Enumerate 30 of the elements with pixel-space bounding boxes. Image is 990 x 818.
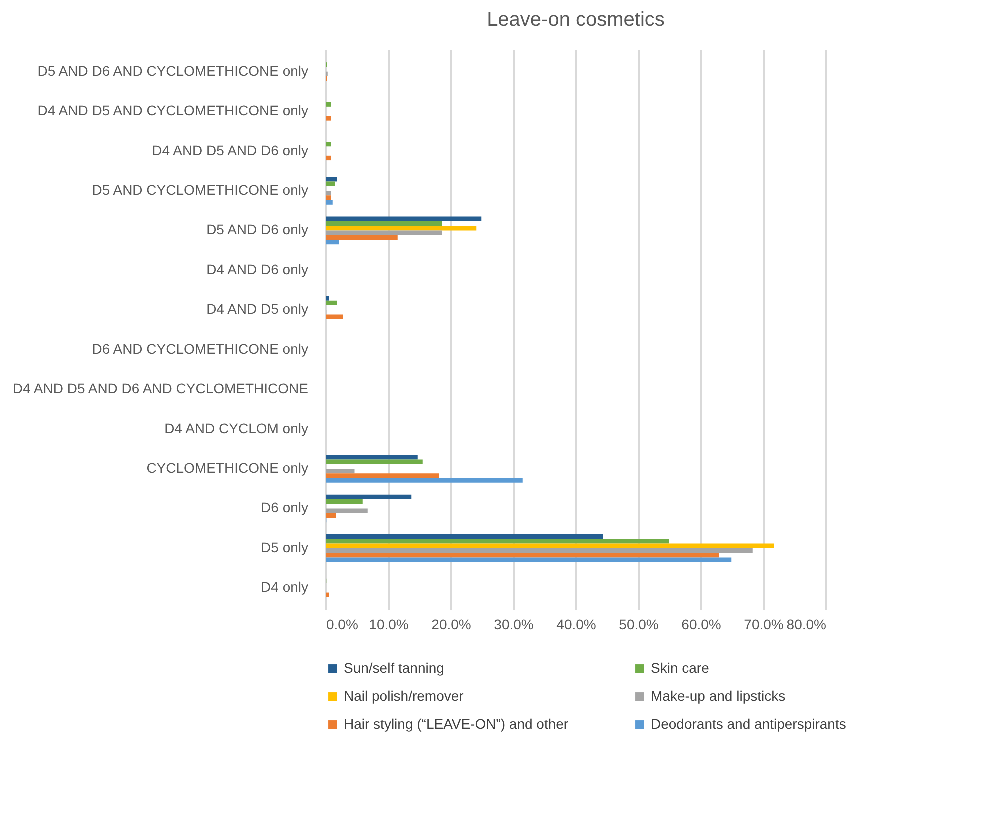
y-tick-label: D5 only [261,539,308,556]
y-tick-label: D4 only [261,579,308,596]
x-tick-label: 10.0% [369,616,409,632]
y-tick-label: D5 AND D6 AND CYCLOMETHICONE only [38,62,308,79]
legend-label: Nail polish/remover [344,688,464,704]
legend-label: Hair styling (“LEAVE-ON”) and other [344,716,569,732]
x-tick-label: 50.0% [619,616,659,632]
y-tick-label: D4 AND D5 AND D6 AND CYCLOMETHICONE [12,380,308,397]
y-tick-label: CYCLOMETHICONE only [146,460,308,476]
x-tick-label: 80.0% [786,616,826,632]
x-tick-label: 0.0% [326,616,358,632]
y-tick-label: D4 AND D6 only [206,261,308,278]
y-tick-label: D5 AND CYCLOMETHICONE only [92,182,308,198]
y-tick-label: D4 AND D5 AND D6 only [152,142,308,158]
y-tick-label: D6 AND CYCLOMETHICONE only [92,340,308,357]
y-tick-label: D4 AND D5 AND CYCLOMETHICONE only [38,102,308,119]
x-tick-label: 40.0% [556,616,596,632]
y-tick-label: D4 AND CYCLOM only [164,420,308,436]
legend-label: Skin care [651,660,710,676]
x-tick-label: 70.0% [744,616,784,632]
legend-label: Sun/self tanning [344,660,444,676]
chart-title: Leave-on cosmetics [487,9,665,31]
x-tick-label: 20.0% [432,616,472,632]
x-tick-label: 60.0% [682,616,722,632]
y-tick-label: D6 only [261,500,308,516]
y-tick-label: D4 AND D5 only [206,301,308,318]
x-tick-label: 30.0% [494,616,534,632]
legend-label: Deodorants and antiperspirants [651,716,846,732]
y-tick-label: D5 AND D6 only [206,222,308,238]
legend-label: Make-up and lipsticks [651,688,786,704]
